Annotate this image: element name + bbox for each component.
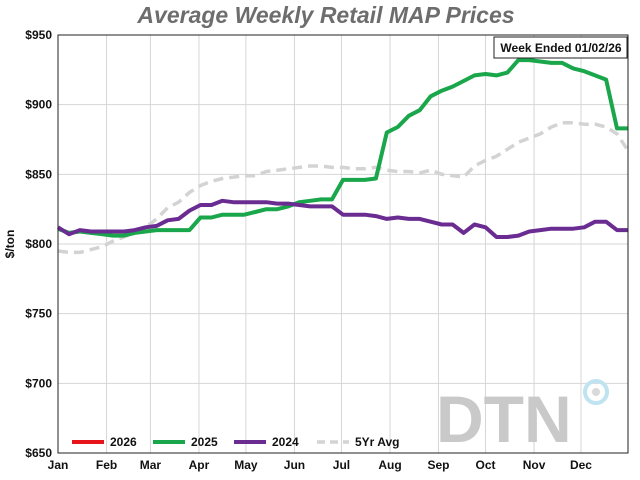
legend: 2026 2025 2024 5Yr Avg	[72, 435, 399, 449]
y-tick-label: $650	[25, 446, 52, 460]
legend-label: 2024	[272, 435, 299, 449]
series-line-2025	[57, 58, 628, 238]
logo-circle-icon	[583, 379, 609, 405]
x-tick-label: Jul	[333, 458, 350, 472]
y-axis: $650 $700 $750 $800 $850 $900 $950	[25, 28, 52, 460]
legend-label: 2025	[191, 435, 218, 449]
plot-frame	[57, 34, 629, 454]
legend-label: 5Yr Avg	[355, 435, 399, 449]
annotation-box: Week Ended 01/02/26	[493, 36, 628, 59]
x-tick-label: Nov	[523, 458, 546, 472]
logo-text: DTN	[436, 382, 572, 456]
series-line-5yr-avg	[57, 121, 630, 255]
x-tick-label: Dec	[570, 458, 592, 472]
y-tick-label: $800	[25, 237, 52, 251]
legend-label: 2026	[110, 435, 137, 449]
y-tick-label: $700	[25, 376, 52, 390]
x-tick-label: Apr	[189, 458, 210, 472]
y-tick-label: $900	[25, 98, 52, 112]
logo-dot-icon	[592, 388, 600, 396]
grid	[57, 34, 628, 454]
y-axis-label: $/ton	[3, 230, 17, 259]
dtn-logo: DTN	[436, 379, 609, 456]
y-tick-label: $750	[25, 307, 52, 321]
chart-title: Average Weekly Retail MAP Prices	[136, 2, 514, 28]
annotation-text: Week Ended 01/02/26	[500, 41, 622, 55]
x-tick-label: Jan	[48, 458, 69, 472]
series-line-2024	[56, 198, 628, 239]
y-tick-label: $850	[25, 167, 52, 181]
x-tick-label: Sep	[427, 458, 449, 472]
x-tick-label: May	[234, 458, 258, 472]
annotation-frame	[493, 36, 628, 59]
x-tick-label: Aug	[378, 458, 401, 472]
x-tick-label: Oct	[475, 458, 495, 472]
x-tick-label: Feb	[96, 458, 117, 472]
x-axis: Jan Feb Mar Apr May Jun Jul Aug Sep Oct Nov Dec	[48, 458, 593, 472]
y-tick-label: $950	[25, 28, 52, 42]
series-layer	[56, 58, 630, 255]
x-tick-label: Mar	[140, 458, 162, 472]
x-tick-label: Jun	[284, 458, 305, 472]
